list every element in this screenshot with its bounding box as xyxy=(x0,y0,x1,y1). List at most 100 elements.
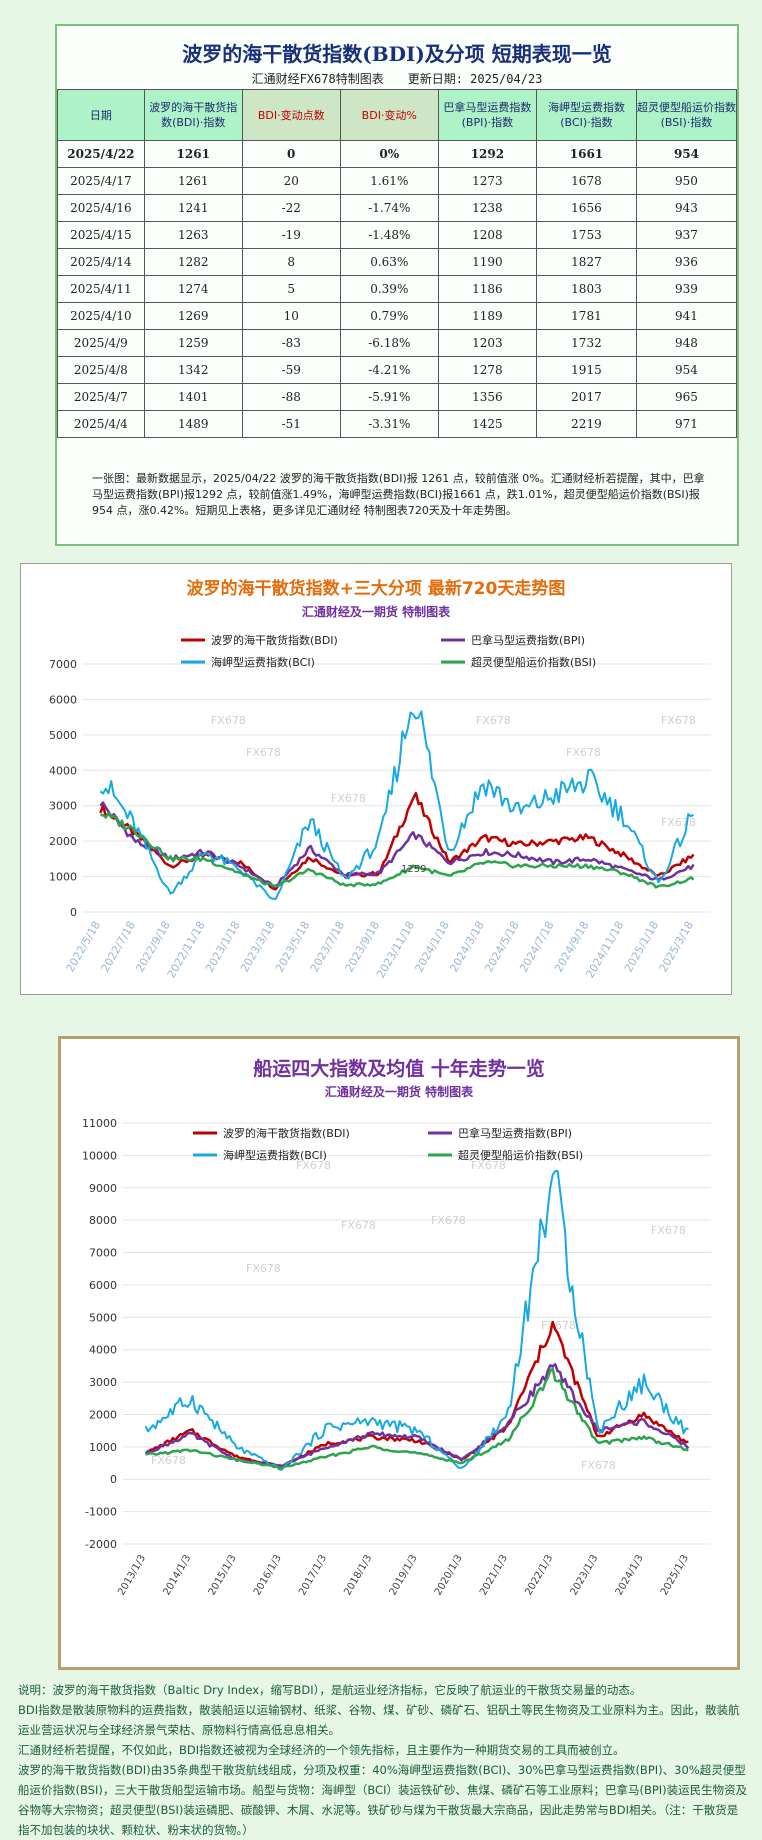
table-subtitle: 汇通财经FX678特制图表 更新日期: 2025/04/23 xyxy=(251,72,543,86)
y-tick-label: -2000 xyxy=(85,1538,117,1551)
y-tick-label: 0 xyxy=(70,906,77,919)
x-tick-label: 2015/1/3 xyxy=(207,1553,239,1597)
table-cell: 1.61% xyxy=(339,167,439,195)
chart-10y-card: 船运四大指数及均值 十年走势一览 汇通财经及一期货 特制图表 -2000 -1000 0… xyxy=(58,1036,740,1670)
y-tick-label: 3000 xyxy=(49,800,77,813)
table-cell: -51 xyxy=(241,410,341,438)
legend-label: 海岬型运费指数(BCI) xyxy=(223,1148,327,1162)
chart-720-card: 波罗的海干散货指数+三大分项 最新720天走势图汇通财经及一期货 特制图表 0 10… xyxy=(20,563,732,995)
table-cell: 1282 xyxy=(143,248,243,276)
table-cell: 1342 xyxy=(143,356,243,384)
x-tick-label: 2024/9/18 xyxy=(552,919,591,974)
table-cell: 941 xyxy=(635,302,738,330)
chart-title: 波罗的海干散货指数+三大分项 最新720天走势图 xyxy=(187,578,566,599)
table-cell: 2025/4/16 xyxy=(57,194,145,222)
table-cell: 1656 xyxy=(535,194,637,222)
x-tick-label: 2013/1/3 xyxy=(116,1553,148,1597)
watermark-text: FX678 xyxy=(246,746,281,759)
table-cell: 971 xyxy=(635,410,738,438)
x-tick-label: 2014/1/3 xyxy=(161,1553,193,1597)
watermark-text: FX678 xyxy=(566,746,601,759)
table-cell: 1278 xyxy=(437,356,537,384)
x-tick-label: 2017/1/3 xyxy=(297,1553,329,1597)
header-bdi: 波罗的海干散货指数(BDI)·指数 xyxy=(143,89,243,141)
legend-label: 巴拿马型运费指数(BPI) xyxy=(471,633,585,647)
watermark-text: FX678 xyxy=(151,1454,186,1467)
table-cell: 1915 xyxy=(535,356,637,384)
series-line xyxy=(99,710,695,900)
table-cell: 2025/4/14 xyxy=(57,248,145,276)
chart-subtitle: 汇通财经及一期货 特制图表 xyxy=(302,604,451,619)
watermark-text: FX678 xyxy=(581,1459,616,1472)
legend-label: 波罗的海干散货指数(BDI) xyxy=(223,1126,350,1140)
series-line xyxy=(99,801,695,889)
x-tick-label: 2024/7/18 xyxy=(517,919,556,974)
legend-label: 海岬型运费指数(BCI) xyxy=(211,655,315,669)
y-tick-label: 3000 xyxy=(89,1376,117,1389)
watermark-text: FX678 xyxy=(661,714,696,727)
table-cell: 1678 xyxy=(535,167,637,195)
table-cell: 954 xyxy=(635,356,738,384)
table-cell: 2219 xyxy=(535,410,637,438)
legend-label: 波罗的海干散货指数(BDI) xyxy=(211,633,338,647)
watermark-text: FX678 xyxy=(431,1214,466,1227)
series-line xyxy=(144,1169,689,1471)
table-cell: -88 xyxy=(241,383,341,411)
table-cell: -1.74% xyxy=(339,194,439,222)
table-row: 2025/4/10 1269 10 0.79% 1189 1781 941 xyxy=(57,302,738,330)
description-para-2: BDI指数是散装原物料的运费指数，散装船运以运输钢材、纸浆、谷物、煤、矿砂、磷矿… xyxy=(18,1703,740,1737)
table-cell: -1.48% xyxy=(339,221,439,249)
data-annotation: 1259 xyxy=(401,864,426,875)
table-cell: 1261 xyxy=(143,167,243,195)
table-row: 2025/4/11 1274 5 0.39% 1186 1803 939 xyxy=(57,275,738,303)
x-tick-label: 2025/1/3 xyxy=(659,1553,691,1597)
table-card: 波罗的海干散货指数(BDI)及分项 短期表现一览 汇通财经FX678特制图表 更… xyxy=(55,24,739,546)
table-cell: 1781 xyxy=(535,302,637,330)
y-tick-label: 1000 xyxy=(89,1441,117,1454)
table-cell: 0.39% xyxy=(339,275,439,303)
table-row: 2025/4/7 1401 -88 -5.91% 1356 2017 965 xyxy=(57,383,738,411)
table-cell: 2025/4/10 xyxy=(57,302,145,330)
x-tick-label: 2020/1/3 xyxy=(433,1553,465,1597)
table-cell: 1292 xyxy=(437,140,537,168)
y-tick-label: 6000 xyxy=(89,1279,117,1292)
table-cell: -6.18% xyxy=(339,329,439,357)
y-tick-label: 5000 xyxy=(89,1311,117,1324)
description-para-1: 说明：波罗的海干散货指数（Baltic Dry Index，缩写BDI），是航运… xyxy=(18,1683,642,1697)
table-cell: 0 xyxy=(241,140,341,168)
table-cell: 1356 xyxy=(437,383,537,411)
table-cell: 1401 xyxy=(143,383,243,411)
table-cell: 1261 xyxy=(143,140,243,168)
header-bsi: 超灵便型船运价指数(BSI)·指数 xyxy=(635,89,738,141)
table-cell: 1489 xyxy=(143,410,243,438)
table-cell: 1827 xyxy=(535,248,637,276)
y-tick-label: 11000 xyxy=(82,1117,117,1130)
table-cell: 1259 xyxy=(143,329,243,357)
series-line xyxy=(100,811,695,889)
y-tick-label: 1000 xyxy=(49,871,77,884)
y-tick-label: 9000 xyxy=(89,1182,117,1195)
watermark-text: FX678 xyxy=(541,1319,576,1332)
table-cell: -22 xyxy=(241,194,341,222)
x-tick-label: 2022/9/18 xyxy=(133,919,172,974)
table-cell: 8 xyxy=(241,248,341,276)
y-tick-label: 8000 xyxy=(89,1214,117,1227)
table-cell: 1241 xyxy=(143,194,243,222)
table-row: 2025/4/14 1282 8 0.63% 1190 1827 936 xyxy=(57,248,738,276)
x-tick-label: 2016/1/3 xyxy=(252,1553,284,1597)
table-row: 2025/4/22 1261 0 0% 1292 1661 954 xyxy=(57,140,738,168)
table-cell: 1425 xyxy=(437,410,537,438)
table-cell: -4.21% xyxy=(339,356,439,384)
y-tick-label: 2000 xyxy=(89,1408,117,1421)
table-cell: 2017 xyxy=(535,383,637,411)
x-tick-label: 2019/1/3 xyxy=(388,1553,420,1597)
y-tick-label: 4000 xyxy=(89,1344,117,1357)
header-bdi-change: BDI·变动点数 xyxy=(241,89,341,141)
table-cell: 948 xyxy=(635,329,738,357)
watermark-text: FX678 xyxy=(211,714,246,727)
description-para-4: 波罗的海干散货指数(BDI)由35条典型干散货航线组成，分项及权重：40%海岬型… xyxy=(18,1763,748,1837)
watermark-text: FX678 xyxy=(331,792,366,805)
table-cell: 2025/4/22 xyxy=(57,140,145,168)
x-tick-label: 2023/7/18 xyxy=(308,919,347,974)
